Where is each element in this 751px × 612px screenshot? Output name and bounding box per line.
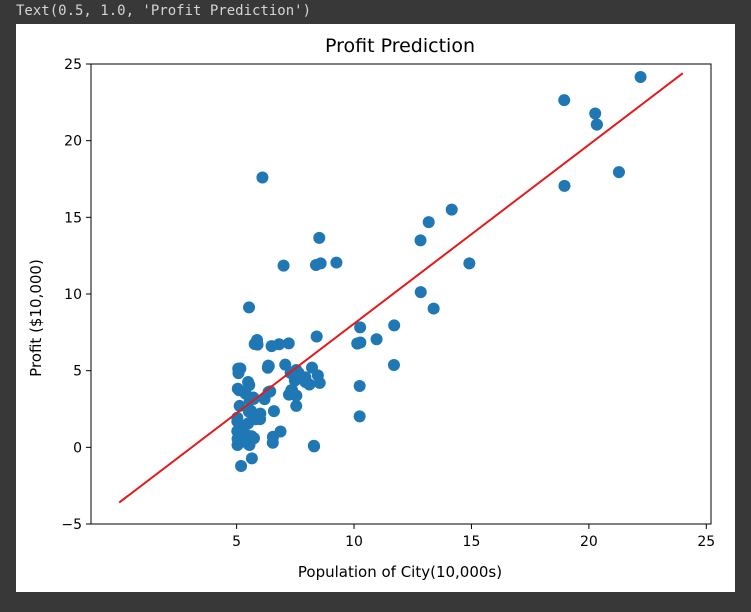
data-point <box>290 399 303 412</box>
x-tick-label: 25 <box>697 534 715 550</box>
data-point <box>314 257 327 270</box>
data-point <box>445 203 458 216</box>
x-axis-label: Population of City(10,000s) <box>298 563 502 581</box>
data-point <box>414 286 427 299</box>
data-point <box>414 234 427 247</box>
data-point <box>313 231 326 244</box>
chart-title: Profit Prediction <box>325 35 475 57</box>
data-point <box>256 171 269 184</box>
data-point <box>243 301 256 314</box>
data-point <box>590 118 603 131</box>
data-point <box>589 107 602 120</box>
data-point <box>558 94 571 107</box>
data-point <box>231 432 244 445</box>
plot-area <box>118 71 684 504</box>
data-point <box>308 440 321 453</box>
data-point <box>310 330 323 343</box>
y-tick-label: 10 <box>64 287 82 303</box>
data-point <box>353 410 366 423</box>
output-text-repr: Text(0.5, 1.0, 'Profit Prediction') <box>16 3 312 19</box>
data-point <box>388 319 401 332</box>
data-point <box>370 333 383 346</box>
data-point <box>558 179 571 192</box>
data-point <box>243 379 256 392</box>
y-tick-label: 25 <box>64 57 82 73</box>
data-point <box>254 413 267 426</box>
x-tick-label: 20 <box>580 534 598 550</box>
data-point <box>277 259 290 272</box>
data-point <box>242 405 255 418</box>
data-point <box>427 302 440 315</box>
y-tick-label: 5 <box>73 364 82 380</box>
data-point <box>387 358 400 371</box>
x-tick-label: 10 <box>345 534 363 550</box>
data-point <box>282 337 295 350</box>
y-axis-label: Profit ($10,000) <box>27 259 45 377</box>
axes-frame <box>90 63 712 525</box>
y-tick-label: −5 <box>61 517 82 533</box>
x-tick-label: 15 <box>463 534 481 550</box>
y-tick-label: 0 <box>73 440 82 456</box>
figure-panel: 5 10 15 20 25 −5 0 5 10 15 20 25 Profit Prediction … <box>16 24 735 592</box>
x-tick-label: 5 <box>232 534 241 550</box>
data-point <box>232 367 245 380</box>
axes: 5 10 15 20 25 −5 0 5 10 15 20 25 <box>61 57 715 550</box>
data-point <box>262 385 275 398</box>
data-point <box>262 359 275 372</box>
data-point <box>463 257 476 270</box>
data-point <box>634 71 647 84</box>
data-point <box>235 460 248 473</box>
data-point <box>243 439 256 452</box>
data-point <box>267 430 280 443</box>
data-point <box>299 376 312 389</box>
data-point <box>612 166 625 179</box>
data-point <box>330 256 343 269</box>
regression-line <box>118 72 684 504</box>
data-point <box>267 405 280 418</box>
data-point <box>422 216 435 229</box>
y-tick-label: 15 <box>64 210 82 226</box>
data-point <box>273 338 286 351</box>
data-point <box>353 380 366 392</box>
data-point <box>311 369 324 382</box>
data-point <box>354 321 367 334</box>
y-tick-label: 20 <box>64 134 82 150</box>
data-point <box>351 337 364 350</box>
data-point <box>290 389 303 402</box>
data-point <box>251 334 264 346</box>
data-point <box>245 452 258 465</box>
